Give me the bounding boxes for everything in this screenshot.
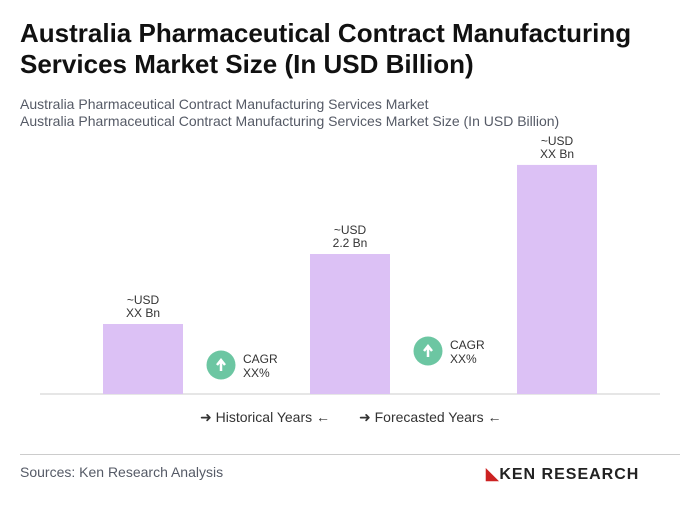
sources: Sources: Ken Research Analysis	[20, 464, 224, 480]
bar	[103, 324, 183, 394]
cagr-label: CAGR	[450, 338, 485, 352]
footer-divider	[20, 454, 680, 455]
data-label: XX Bn	[126, 306, 160, 320]
bar	[310, 254, 390, 394]
arrow-up-icon	[423, 343, 433, 357]
subtitle-2: Australia Pharmaceutical Contract Manufa…	[20, 113, 560, 129]
data-label: ~USD	[334, 223, 367, 237]
subtitle: Australia Pharmaceutical Contract Manufa…	[20, 96, 429, 112]
legend-historical-label: Historical Years	[215, 409, 313, 425]
cagr-label: CAGR	[243, 352, 278, 366]
cagr-value: XX%	[450, 352, 477, 366]
page-title: Australia Pharmaceutical Contract Manufa…	[20, 18, 632, 79]
legend-forecasted-label: Forecasted Years	[374, 409, 484, 425]
data-label: ~USD	[127, 293, 160, 307]
bar	[517, 164, 597, 394]
data-label: XX Bn	[540, 147, 574, 161]
cagr-value: XX%	[243, 366, 270, 380]
data-label: ~USD	[541, 134, 574, 148]
legend-historical: ➜ Historical Years ←	[200, 409, 331, 425]
ken-research-logo: ◣KEN RESEARCH	[486, 466, 640, 483]
arrow-up-icon	[216, 357, 226, 371]
legend-forecasted: ➜ Forecasted Years ←	[359, 409, 502, 425]
data-label: 2.2 Bn	[333, 236, 368, 250]
